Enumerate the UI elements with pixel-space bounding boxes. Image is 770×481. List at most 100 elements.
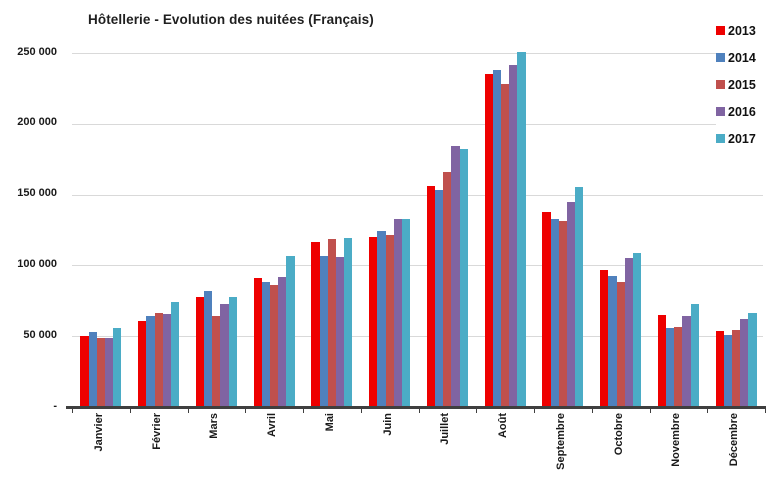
x-axis-label-novembre: Novembre [670, 413, 683, 467]
x-axis-label-septembre: Septembre [554, 413, 567, 470]
bar-2013-octobre [600, 270, 609, 407]
x-axis-label-janvier: Janvier [92, 413, 105, 452]
bar-2015-avril [270, 285, 279, 407]
legend-label: 2016 [728, 104, 756, 119]
bar-2014-avril [261, 282, 271, 407]
gridline-150000 [72, 194, 763, 196]
y-axis-tick-label: 250 000 [17, 45, 57, 58]
bar-2013-novembre [657, 315, 667, 407]
x-axis-tick [418, 409, 420, 413]
x-axis-label-mars: Mars [208, 413, 221, 439]
bar-group-janvier [72, 40, 130, 407]
x-axis-label-octobre: Octobre [612, 413, 625, 456]
bar-group-avril [245, 40, 303, 407]
y-axis-tick-label: 100 000 [17, 257, 57, 270]
x-axis-tick [129, 409, 131, 413]
bar-2013-juillet [426, 186, 436, 407]
legend-label: 2013 [728, 23, 756, 38]
legend-item-2013: 2013 [716, 17, 770, 44]
bar-2014-février [146, 316, 155, 407]
bar-2016-juin [393, 219, 402, 407]
bar-2015-février [154, 313, 163, 407]
legend: 2013 2014 2015 2016 2017 [716, 17, 770, 152]
bar-2014-décembre [723, 335, 733, 407]
bar-2017-avril [286, 256, 295, 407]
bar-2016-février [162, 314, 171, 407]
x-axis-label-juillet: Juillet [439, 413, 452, 445]
legend-item-2016: 2016 [716, 98, 770, 125]
bar-2016-décembre [740, 319, 749, 407]
bar-group-février [130, 40, 188, 407]
bar-2013-juin [369, 237, 378, 407]
bar-2017-mai [344, 238, 353, 407]
x-axis-tick [360, 409, 362, 413]
bar-2014-septembre [550, 219, 559, 407]
bar-2016-août [509, 65, 518, 407]
bar-2016-mai [335, 257, 345, 407]
bar-2016-novembre [682, 316, 691, 407]
bar-2017-janvier [113, 328, 122, 407]
x-axis-tick [476, 409, 478, 413]
x-axis-label-avril: Avril [266, 413, 279, 438]
bar-2017-février [170, 302, 180, 407]
bar-2016-septembre [566, 202, 576, 407]
bar-2013-décembre [715, 331, 724, 407]
bar-2016-octobre [624, 258, 633, 407]
bar-group-août [476, 40, 534, 407]
bar-2015-juin [385, 235, 394, 407]
x-axis-line [66, 406, 766, 409]
bar-2017-octobre [632, 253, 642, 407]
legend-label: 2015 [728, 77, 756, 92]
x-axis-tick [534, 409, 535, 413]
bar-2014-août [492, 70, 502, 407]
bar-2017-décembre [748, 313, 757, 407]
bar-2014-octobre [608, 276, 617, 407]
bar-2017-juillet [459, 149, 468, 407]
bar-2014-juin [377, 231, 386, 407]
bar-2016-avril [278, 277, 287, 407]
x-axis-tick [245, 409, 247, 413]
bar-group-octobre [592, 40, 650, 407]
bar-2015-août [501, 84, 510, 407]
bar-2014-janvier [88, 332, 97, 407]
bar-2013-février [138, 321, 147, 407]
bar-group-mars [188, 40, 246, 407]
gridline-200000 [72, 123, 763, 125]
y-axis-tick-label: 50 000 [23, 328, 57, 341]
x-axis-tick [303, 409, 304, 413]
y-axis-tick-label: - [53, 399, 57, 412]
bar-2015-janvier [96, 338, 105, 407]
bar-2016-mars [220, 304, 229, 407]
gridline-100000 [72, 265, 763, 267]
gridline-250000 [72, 53, 763, 54]
bar-2016-juillet [451, 146, 460, 407]
bar-2017-juin [401, 219, 411, 407]
bar-2014-mai [319, 256, 328, 407]
bar-2013-août [484, 74, 493, 407]
legend-item-2015: 2015 [716, 71, 770, 98]
legend-swatch-icon [716, 134, 725, 143]
bar-group-novembre [650, 40, 708, 407]
legend-swatch-icon [716, 107, 725, 116]
bar-2014-juillet [435, 190, 444, 407]
bar-2013-septembre [542, 212, 551, 407]
x-axis-label-février: Février [150, 413, 163, 450]
bar-2016-janvier [104, 338, 114, 407]
bar-group-décembre [707, 40, 765, 407]
legend-item-2014: 2014 [716, 44, 770, 71]
bar-2014-novembre [666, 328, 675, 407]
x-axis-label-mai: Mai [323, 413, 336, 432]
x-axis-tick [72, 409, 73, 413]
y-axis-tick-label: 200 000 [17, 116, 57, 129]
bar-2015-mai [327, 239, 336, 407]
x-axis-tick [765, 409, 766, 413]
bar-2017-novembre [690, 304, 699, 407]
bar-2015-mars [212, 316, 221, 407]
legend-label: 2014 [728, 50, 756, 65]
gridline-50000 [72, 336, 763, 338]
bar-group-septembre [534, 40, 592, 407]
legend-swatch-icon [716, 53, 725, 62]
bar-2017-mars [228, 297, 237, 407]
x-axis-tick [707, 409, 709, 413]
legend-label: 2017 [728, 131, 756, 146]
